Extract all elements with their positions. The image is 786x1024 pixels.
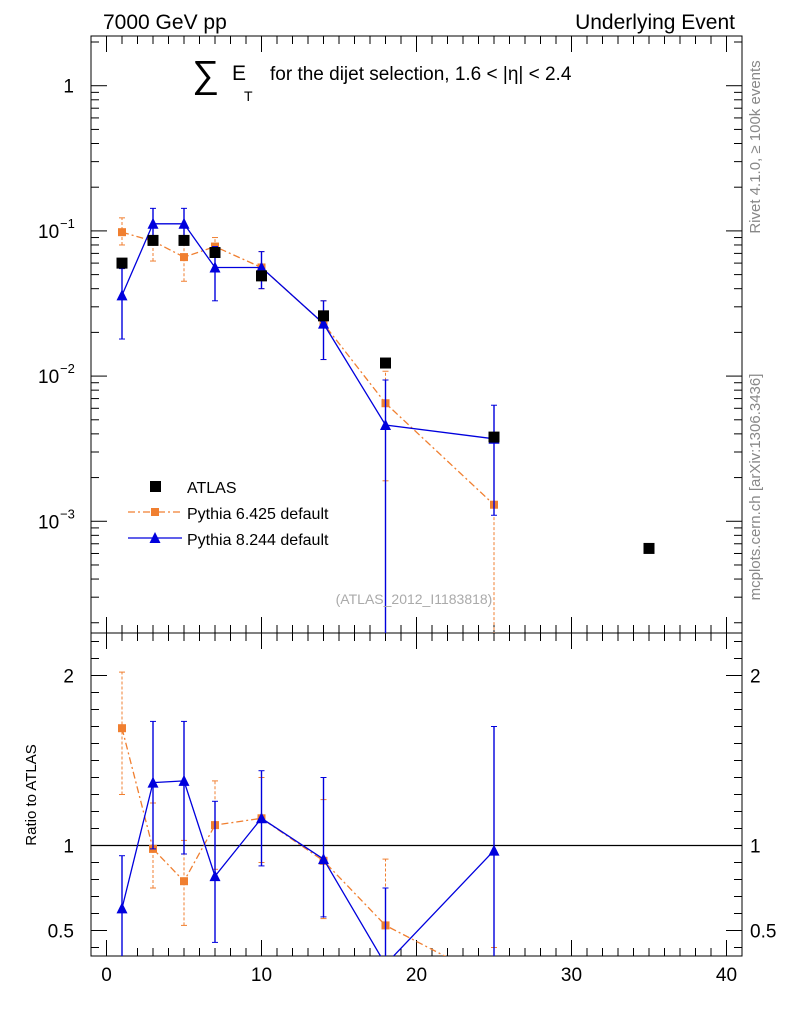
ratio-point-py8 [116, 902, 128, 914]
rivet-version-label: Rivet 4.1.0, ≥ 100k events [747, 60, 764, 233]
legend: ATLAS Pythia 6.425 default Pythia 8.244 … [128, 480, 329, 549]
ratio-point-py6 [490, 978, 498, 986]
ratio-series-layer [116, 671, 500, 986]
title-sum-symbol: ∑ [192, 54, 219, 96]
y-tick-label: 1 [63, 77, 74, 98]
ratio-y-tick-label-left: 0.5 [48, 922, 74, 943]
legend-marker-atlas [150, 481, 161, 492]
title-et-symbol: E [232, 62, 246, 85]
chart-title: for the dijet selection, 1.6 < |η| < 2.4 [270, 64, 572, 85]
y-tick-label: 10 [38, 222, 59, 243]
header-energy-label: 7000 GeV pp [103, 11, 227, 34]
main-point-atlas [318, 310, 329, 322]
x-tick-label: 0 [101, 965, 112, 986]
legend-label-atlas: ATLAS [187, 480, 237, 497]
main-point-py6 [118, 228, 126, 237]
y-tick-label-exponent: −1 [60, 216, 75, 231]
ratio-point-py8 [209, 870, 221, 882]
main-line-py8 [121, 223, 495, 440]
analysis-tag: (ATLAS_2012_I1183818) [336, 591, 493, 607]
ratio-point-py8 [318, 853, 329, 865]
x-tick-label: 10 [251, 965, 272, 986]
ratio-point-py8 [147, 776, 159, 788]
legend-marker-py6 [151, 508, 159, 516]
main-point-py6 [180, 253, 188, 262]
main-series-layer [116, 207, 655, 633]
ratio-axes: 0 10 20 30 40 2 2 1 1 0.5 0.5 [48, 633, 776, 986]
main-point-py8 [318, 317, 329, 329]
main-point-py8 [256, 261, 267, 273]
legend-marker-py8 [149, 532, 161, 543]
x-tick-label: 30 [561, 965, 582, 986]
ratio-point-py8 [256, 812, 267, 824]
ratio-point-py8 [488, 844, 500, 856]
y-tick-label-exponent: −2 [60, 361, 75, 376]
main-point-atlas [380, 357, 391, 369]
main-point-atlas [488, 431, 500, 443]
main-point-py8 [209, 261, 221, 273]
ratio-y-tick-label-right: 0.5 [750, 922, 776, 943]
ratio-line-py6 [121, 728, 447, 956]
title-et-subscript: T [244, 88, 253, 104]
ratio-y-tick-label-right: 1 [750, 837, 761, 858]
ratio-y-tick-label-left: 2 [63, 667, 74, 688]
ratio-point-py8 [380, 959, 391, 970]
header-process-label: Underlying Event [575, 11, 735, 34]
x-tick-label: 20 [406, 965, 427, 986]
ratio-line-py8 [121, 780, 495, 956]
main-line-py6 [121, 231, 495, 506]
legend-label-py8: Pythia 8.244 default [187, 532, 329, 549]
legend-label-py6: Pythia 6.425 default [187, 506, 329, 523]
main-point-py8 [116, 289, 128, 301]
mcplots-label: mcplots.cern.ch [arXiv:1306.3436] [747, 374, 764, 601]
ratio-point-py6 [118, 724, 126, 733]
ratio-point-py6 [180, 877, 188, 886]
main-point-py8 [147, 217, 159, 229]
main-point-atlas [643, 542, 655, 554]
y-tick-label-exponent: −3 [60, 506, 75, 521]
main-point-py8 [380, 419, 391, 431]
ratio-point-py8 [178, 774, 190, 786]
main-point-atlas [209, 246, 221, 258]
main-point-atlas [147, 234, 159, 246]
x-tick-label: 40 [716, 965, 737, 986]
y-tick-label: 10 [38, 512, 59, 533]
y-tick-label: 10 [38, 367, 59, 388]
ratio-y-tick-label-right: 2 [750, 667, 761, 688]
main-point-atlas [178, 234, 190, 246]
ratio-y-axis-label: Ratio to ATLAS [23, 744, 40, 845]
main-point-py8 [178, 217, 190, 229]
main-point-atlas [256, 270, 267, 282]
main-axes: 110−110−210−3 [38, 36, 742, 633]
main-point-atlas [116, 257, 128, 269]
ratio-y-tick-label-left: 1 [63, 837, 74, 858]
